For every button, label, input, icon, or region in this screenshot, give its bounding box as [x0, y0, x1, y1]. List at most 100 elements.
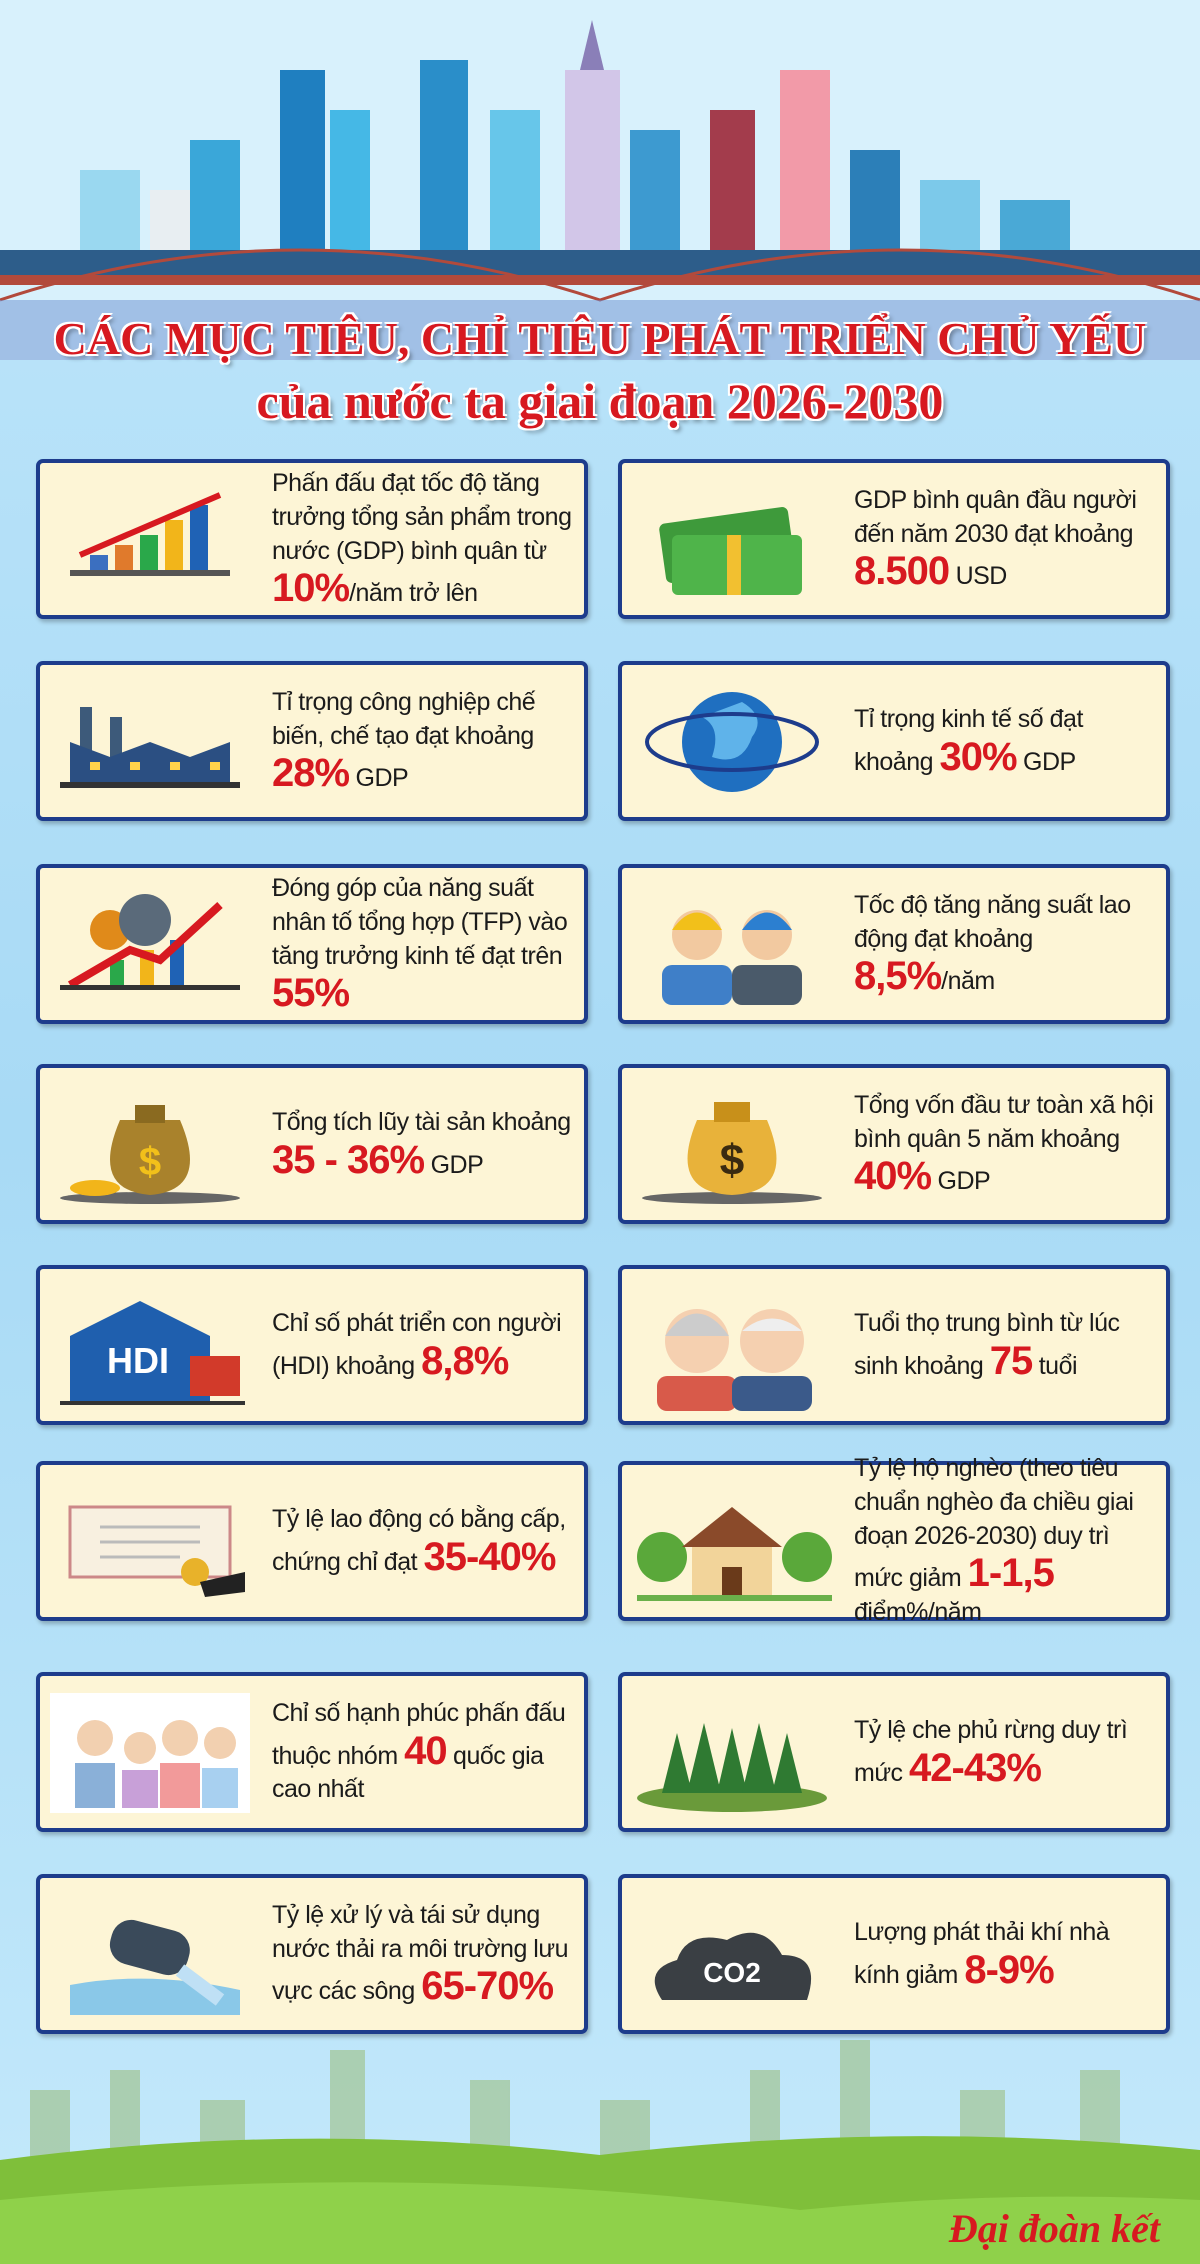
card-label: GDP bình quân đầu người đến năm 2030 đạt… [854, 485, 1137, 548]
card-icon [50, 1693, 250, 1813]
card: Tốc độ tăng năng suất lao động đạt khoản… [618, 864, 1170, 1024]
card: $ Tổng vốn đầu tư toàn xã hội bình quân 5… [618, 1064, 1170, 1224]
header-skyline [0, 0, 1200, 360]
card-icon [70, 1919, 240, 2015]
card-suffix: GDP [1023, 747, 1076, 776]
icon-label: HDI [107, 1340, 169, 1381]
card: Tỉ trọng công nghiệp chế biến, chế tạo đ… [36, 661, 588, 821]
svg-text:$: $ [720, 1136, 744, 1185]
card: Tỉ trọng kinh tế số đạt khoảng 30% GDP [618, 661, 1170, 821]
card-value: 8.500 [854, 549, 950, 594]
card: Tỷ lệ xử lý và tái sử dụng nước thải ra … [36, 1874, 588, 2034]
card: $ Tổng tích lũy tài sản khoảng 35 - 36% G… [36, 1064, 588, 1224]
card-suffix: GDP [430, 1150, 484, 1179]
card-text: Đóng góp của năng suất nhân tố tổng hợp … [272, 868, 572, 1020]
card-label: Chỉ số hạnh phúc phấn đấu thuộc nhóm [272, 1698, 566, 1770]
card: Chỉ số hạnh phúc phấn đấu thuộc nhóm 40 … [36, 1672, 588, 1832]
card-suffix: USD [955, 562, 1008, 591]
card-icon [659, 507, 802, 595]
card: Tuổi thọ trung bình từ lúc sinh khoảng 7… [618, 1265, 1170, 1425]
card-label: Chỉ số phát triển con người (HDI) khoảng [272, 1308, 562, 1380]
card: Tỷ lệ lao động có bằng cấp, chứng chỉ đạ… [36, 1461, 588, 1621]
card: CO2 Lượng phát thải khí nhà kính giảm 8-9… [618, 1874, 1170, 2034]
title-line1: CÁC MỤC TIÊU, CHỈ TIÊU PHÁT TRIỂN CHỦ YẾ… [53, 313, 1147, 364]
card-text: Chỉ số phát triển con người (HDI) khoảng… [272, 1269, 572, 1421]
card-text: Tỉ trọng công nghiệp chế biến, chế tạo đ… [272, 665, 572, 817]
card-icon: $ [60, 1105, 240, 1204]
card: Tỷ lệ che phủ rừng duy trì mức 42-43% [618, 1672, 1170, 1832]
card-text: Chỉ số hạnh phúc phấn đấu thuộc nhóm 40 … [272, 1676, 572, 1828]
card-label: Tuổi thọ trung bình từ lúc sinh khoảng [854, 1308, 1120, 1380]
card-value: 40 [404, 1728, 447, 1773]
card-text-body: Chỉ số phát triển con người (HDI) khoảng… [272, 1307, 572, 1384]
card-label: Tỷ lệ che phủ rừng duy trì mức [854, 1715, 1128, 1787]
card-text-body: Lượng phát thải khí nhà kính giảm 8-9% [854, 1916, 1154, 1993]
card-text: Tổng vốn đầu tư toàn xã hội bình quân 5 … [854, 1068, 1154, 1220]
logo: Đại đoàn kết [948, 2206, 1160, 2251]
card-icon [657, 1309, 812, 1411]
card-label: Lượng phát thải khí nhà kính giảm [854, 1917, 1110, 1989]
card-text-body: Tỉ trọng kinh tế số đạt khoảng 30% GDP [854, 703, 1154, 780]
card-value: 35 - 36% [272, 1137, 425, 1182]
card: Phấn đấu đạt tốc độ tăng trưởng tổng sản… [36, 459, 588, 619]
card-value: 1-1,5 [967, 1551, 1055, 1596]
card-suffix: điểm%/năm [854, 1598, 982, 1627]
card-value: 8-9% [964, 1947, 1054, 1992]
card-value: 28% [272, 751, 350, 796]
card-icon [60, 707, 240, 788]
card-label: Tỷ lệ xử lý và tái sử dụng nước thải ra … [272, 1900, 569, 2006]
card-text: Tuổi thọ trung bình từ lúc sinh khoảng 7… [854, 1269, 1154, 1421]
card-text-body: Đóng góp của năng suất nhân tố tổng hợp … [272, 872, 572, 1016]
card-label: Đóng góp của năng suất nhân tố tổng hợp … [272, 874, 568, 970]
card-suffix: /năm [941, 967, 995, 996]
card-label: Tỷ lệ lao động có bằng cấp, chứng chỉ đạ… [272, 1504, 566, 1576]
card-value: 75 [989, 1338, 1033, 1383]
card-icon [68, 1505, 245, 1597]
card-text: Tốc độ tăng năng suất lao động đạt khoản… [854, 868, 1154, 1020]
card-value: 55% [272, 971, 350, 1016]
card-icon: $ [642, 1102, 822, 1204]
card: Tỷ lệ hộ nghèo (theo tiêu chuẩn nghèo đa… [618, 1454, 1170, 1626]
card-text-body: Tốc độ tăng năng suất lao động đạt khoản… [854, 889, 1154, 999]
card-text-body: Tỉ trọng công nghiệp chế biến, chế tạo đ… [272, 686, 572, 796]
card-icon [60, 894, 240, 990]
card-value: 65-70% [421, 1964, 554, 2009]
card-suffix: GDP [937, 1167, 991, 1196]
card-label: Phấn đấu đạt tốc độ tăng trưởng tổng sản… [272, 469, 572, 565]
card-text-body: Tỷ lệ hộ nghèo (theo tiêu chuẩn nghèo đa… [854, 1452, 1154, 1630]
card: HDI Chỉ số phát triển con người (HDI) kho… [36, 1265, 588, 1425]
card-value: 40% [854, 1154, 932, 1199]
card-text-body: Tỷ lệ lao động có bằng cấp, chứng chỉ đạ… [272, 1503, 572, 1580]
card-text-body: GDP bình quân đầu người đến năm 2030 đạt… [854, 484, 1154, 594]
card-text-body: Tỷ lệ che phủ rừng duy trì mức 42-43% [854, 1714, 1154, 1791]
card-suffix: GDP [355, 764, 409, 793]
card-text: Tỉ trọng kinh tế số đạt khoảng 30% GDP [854, 665, 1154, 817]
card-text-body: Tổng tích lũy tài sản khoảng 35 - 36% GD… [272, 1106, 572, 1183]
card-text: Tỷ lệ che phủ rừng duy trì mức 42-43% [854, 1676, 1154, 1828]
card-icon [70, 492, 230, 576]
icon-label: CO2 [703, 1957, 761, 1988]
card-value: 30% [939, 734, 1017, 779]
card-suffix: /năm trở lên [349, 579, 478, 608]
footer-scene [0, 2040, 1200, 2264]
card-value: 10% [272, 566, 350, 611]
card: GDP bình quân đầu người đến năm 2030 đạt… [618, 459, 1170, 619]
card-text: Lượng phát thải khí nhà kính giảm 8-9% [854, 1878, 1154, 2030]
card-text-body: Tổng vốn đầu tư toàn xã hội bình quân 5 … [854, 1089, 1154, 1199]
card-label: Tổng tích lũy tài sản khoảng [272, 1107, 571, 1136]
card-icon [645, 692, 819, 792]
card-icon: HDI [60, 1301, 245, 1405]
card-icon [662, 910, 802, 1005]
card-icon [637, 1507, 832, 1601]
card-text-body: Tuổi thọ trung bình từ lúc sinh khoảng 7… [854, 1307, 1154, 1384]
card-value: 8,8% [421, 1338, 509, 1383]
card-label: Tổng vốn đầu tư toàn xã hội bình quân 5 … [854, 1090, 1154, 1153]
card-value: 8,5% [854, 954, 942, 999]
card-text: Tỷ lệ xử lý và tái sử dụng nước thải ra … [272, 1878, 572, 2030]
card-label: Tỷ lệ hộ nghèo (theo tiêu chuẩn nghèo đa… [854, 1454, 1134, 1593]
card-suffix: tuổi [1038, 1351, 1078, 1380]
card-text: Phấn đấu đạt tốc độ tăng trưởng tổng sản… [272, 463, 572, 615]
card-text: GDP bình quân đầu người đến năm 2030 đạt… [854, 463, 1154, 615]
card-label: Tỉ trọng kinh tế số đạt khoảng [854, 704, 1083, 776]
